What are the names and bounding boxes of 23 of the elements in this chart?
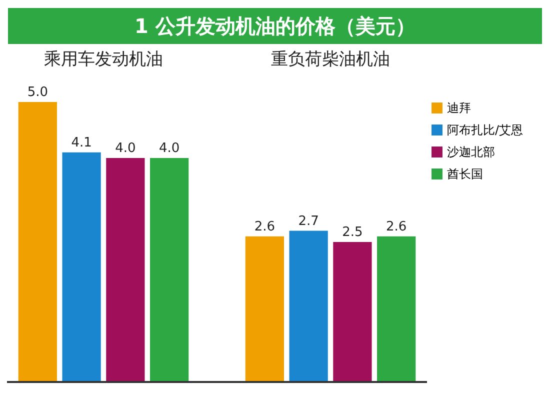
data-label: 4.0 bbox=[158, 141, 180, 156]
data-label: 4.0 bbox=[115, 141, 136, 156]
legend-label: 酋长国 bbox=[447, 167, 483, 181]
data-label: 2.7 bbox=[298, 214, 319, 229]
bar bbox=[245, 236, 284, 382]
legend-label: 沙迦北部 bbox=[447, 145, 495, 159]
data-label: 2.5 bbox=[342, 225, 363, 240]
data-label: 5.0 bbox=[27, 85, 48, 100]
x-tick-label: 重负荷柴油机油 bbox=[271, 50, 390, 70]
bar bbox=[333, 242, 372, 382]
x-tick-label: 乘用车发动机油 bbox=[44, 50, 163, 70]
bar bbox=[62, 152, 101, 382]
bar bbox=[106, 158, 145, 382]
legend-label: 迪拜 bbox=[447, 101, 471, 115]
bar bbox=[150, 158, 189, 382]
bar bbox=[18, 102, 57, 382]
data-label: 4.1 bbox=[71, 135, 92, 150]
legend-label: 阿布扎比/艾恩 bbox=[447, 123, 524, 137]
bar bbox=[377, 236, 416, 382]
data-label: 2.6 bbox=[386, 219, 407, 234]
data-label: 2.6 bbox=[254, 219, 276, 234]
chart-title: 1 公升发动机油的价格（美元） bbox=[8, 8, 542, 44]
bar bbox=[289, 230, 328, 382]
